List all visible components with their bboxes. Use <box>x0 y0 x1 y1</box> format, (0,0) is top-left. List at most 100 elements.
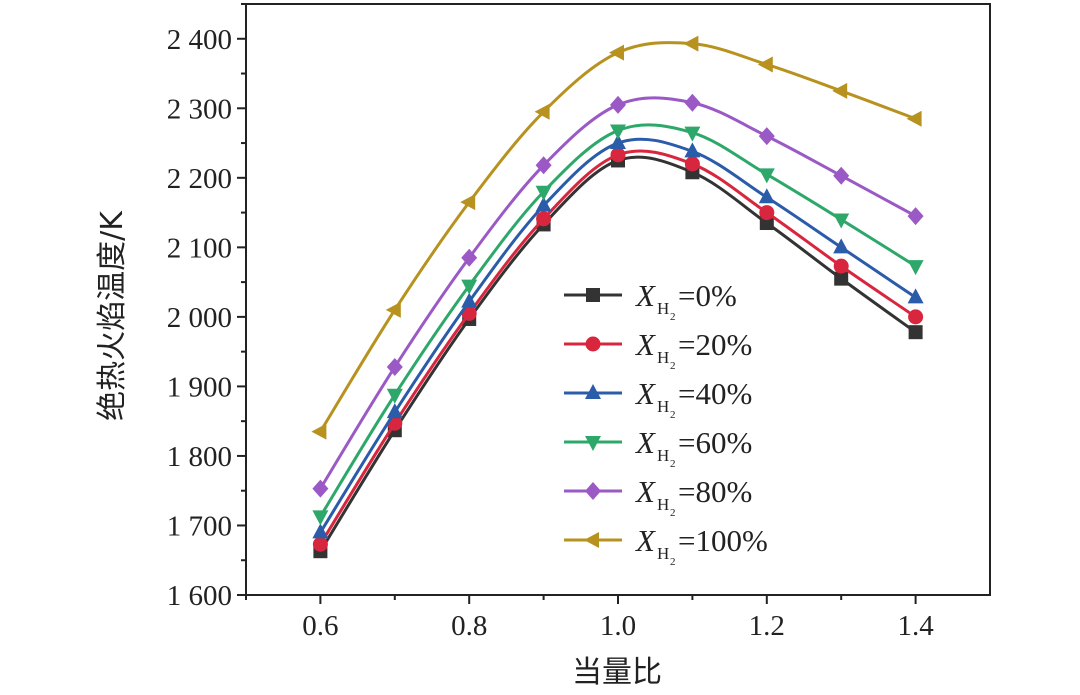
series-1 <box>312 147 924 552</box>
y-tick-label: 1 900 <box>167 371 232 403</box>
legend-subsub: 2 <box>670 409 676 421</box>
data-point <box>386 357 403 376</box>
data-point <box>386 403 403 419</box>
series-line <box>319 41 917 433</box>
x-tick-label: 0.8 <box>451 610 487 642</box>
series-line <box>319 149 917 546</box>
data-point <box>684 156 700 172</box>
legend-var: X <box>634 425 656 460</box>
data-point <box>461 248 478 267</box>
legend-sub: H <box>657 544 669 563</box>
data-point <box>759 216 774 231</box>
data-point <box>908 309 924 325</box>
data-point <box>610 95 626 114</box>
legend-var: X <box>634 376 656 411</box>
legend-sub: H <box>657 495 669 514</box>
data-point <box>610 124 626 140</box>
data-point <box>386 388 403 404</box>
data-point <box>312 536 328 552</box>
legend-label: =80% <box>678 474 752 509</box>
y-tick-label: 2 400 <box>167 24 232 56</box>
series-2 <box>312 134 924 539</box>
legend: X H 2=0%X H 2=20%X H 2=40%X H 2=60%X H 2=80%X H 2=10… <box>564 278 768 568</box>
legend-sub: H <box>657 299 669 318</box>
data-point <box>906 110 922 127</box>
data-point <box>535 185 552 201</box>
legend-label: =40% <box>678 376 752 411</box>
data-point <box>907 260 924 276</box>
legend-subsub: 2 <box>670 458 676 470</box>
legend-marker <box>586 288 600 302</box>
legend-entry: X H 2=100% <box>564 523 768 568</box>
data-point <box>536 211 552 227</box>
legend-marker <box>585 336 601 352</box>
data-point <box>684 126 701 142</box>
data-point <box>684 93 701 112</box>
y-axis: 1 600 1 700 1 800 1 900 2 000 2 100 2 200 2 300… <box>167 3 246 612</box>
legend-entry: X H 2=20% <box>564 327 752 372</box>
legend-subsub: 2 <box>670 360 676 372</box>
legend-marker <box>585 436 601 451</box>
data-point <box>907 207 924 226</box>
y-tick-label: 2 200 <box>167 163 232 195</box>
data-point <box>311 423 327 440</box>
data-point <box>460 194 476 211</box>
data-point <box>461 292 478 308</box>
legend-subsub: 2 <box>670 311 676 323</box>
data-point <box>610 134 626 150</box>
legend-sub: H <box>657 446 669 465</box>
data-point <box>758 168 775 184</box>
x-tick-label: 0.6 <box>302 610 338 642</box>
y-axis-title: 绝热火焰温度/K <box>95 210 130 421</box>
x-axis: 0.6 0.8 1.0 1.2 1.4 <box>245 595 934 642</box>
series-5 <box>311 35 922 440</box>
y-tick-label: 1 600 <box>167 580 232 612</box>
legend-subsub: 2 <box>670 556 676 568</box>
legend-label: =20% <box>678 327 752 362</box>
data-point <box>833 213 850 229</box>
data-point <box>908 325 923 340</box>
data-point <box>535 156 552 175</box>
legend-label: =60% <box>678 425 752 460</box>
legend-marker <box>585 384 601 399</box>
x-tick-label: 1.0 <box>600 610 636 642</box>
legend-entry: X H 2=0% <box>564 278 737 323</box>
data-point <box>833 166 850 185</box>
plot-area <box>245 3 991 596</box>
series-3 <box>312 123 924 526</box>
series-line <box>319 123 917 518</box>
legend-subsub: 2 <box>670 507 676 519</box>
data-point <box>758 127 775 146</box>
legend-var: X <box>634 327 656 362</box>
legend-var: X <box>634 474 656 509</box>
data-point <box>757 56 773 73</box>
data-point <box>758 188 775 204</box>
data-point <box>759 205 775 221</box>
data-point <box>312 510 329 526</box>
x-tick-label: 1.4 <box>897 610 934 642</box>
series-4 <box>312 93 924 498</box>
data-point <box>833 258 849 274</box>
data-point <box>312 523 329 539</box>
y-tick-label: 1 800 <box>167 441 232 473</box>
series-line <box>319 137 917 534</box>
y-tick-label: 2 300 <box>167 93 232 125</box>
legend-sub: H <box>657 348 669 367</box>
data-point <box>312 479 329 498</box>
data-point <box>684 142 701 158</box>
data-point <box>535 196 552 212</box>
legend-label: =100% <box>678 523 768 558</box>
data-point <box>609 44 624 61</box>
x-axis-title: 当量比 <box>572 655 662 690</box>
legend-entry: X H 2=60% <box>564 425 752 470</box>
data-point <box>461 279 478 295</box>
legend-marker <box>585 482 601 500</box>
data-point <box>833 238 850 254</box>
y-tick-label: 1 700 <box>167 510 232 542</box>
legend-entry: X H 2=40% <box>564 376 752 421</box>
data-point <box>907 288 924 304</box>
series-line <box>319 96 917 490</box>
legend-var: X <box>634 523 656 558</box>
legend-sub: H <box>657 397 669 416</box>
